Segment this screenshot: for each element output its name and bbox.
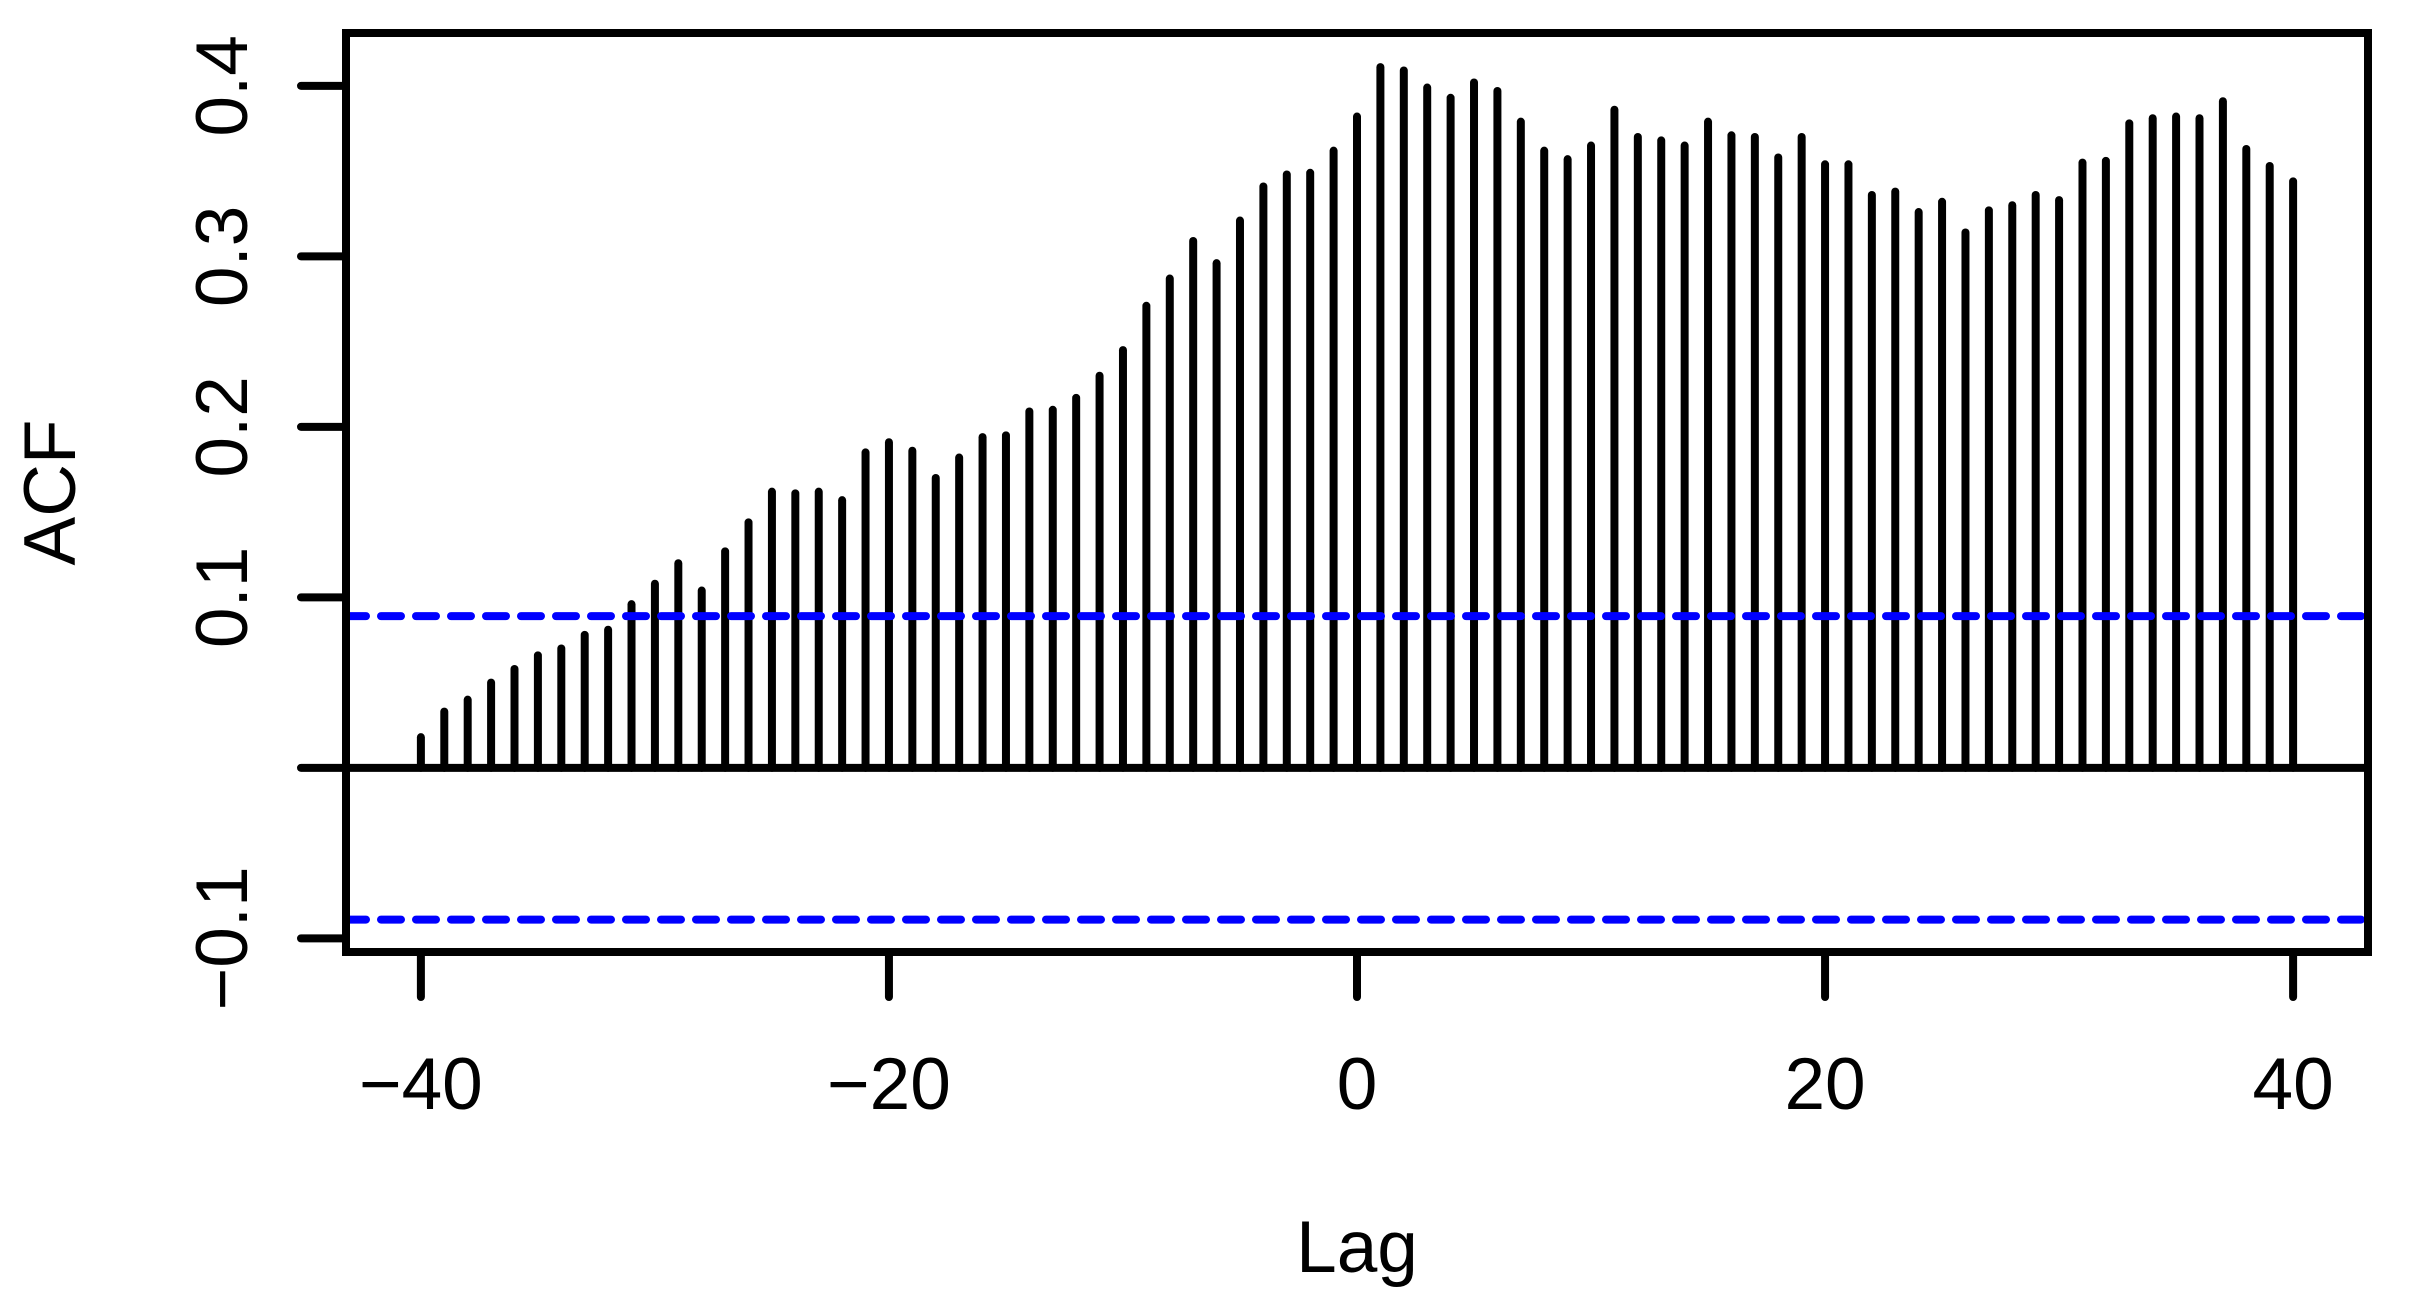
x-tick-label: −40	[359, 1044, 483, 1125]
y-axis-title: ACF	[10, 420, 91, 566]
x-axis-title: Lag	[1296, 1207, 1418, 1288]
y-tick-label: 0.1	[182, 547, 263, 648]
x-tick-label: −20	[827, 1044, 951, 1125]
x-tick-label: 20	[1784, 1044, 1865, 1125]
x-tick-label: 40	[2253, 1044, 2334, 1125]
y-tick-label: −0.1	[182, 866, 263, 1010]
y-tick-label: 0.2	[182, 376, 263, 477]
x-tick-label: 0	[1337, 1044, 1378, 1125]
spikes	[416, 63, 2298, 772]
y-tick-label: 0.3	[182, 206, 263, 307]
y-axis: 0.4 0.3 0.2 0.1 −0.1	[182, 35, 350, 1010]
x-axis: −40 −20 0 20 40	[359, 948, 2334, 1125]
plot-area: −40 −20 0 20 40 0.4 0.3 0.2 0.1 −0.1	[182, 29, 2372, 1125]
y-tick-label: 0.4	[182, 35, 263, 136]
